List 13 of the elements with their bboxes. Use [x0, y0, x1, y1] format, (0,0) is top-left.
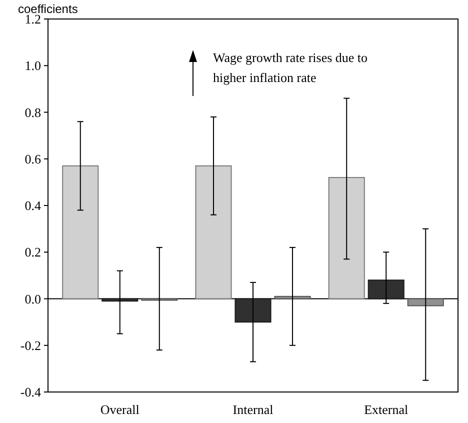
y-tick-label: 0.2: [24, 244, 41, 260]
y-tick-label: 1.0: [24, 58, 41, 74]
y-tick-label: 0.6: [24, 151, 42, 166]
y-tick-label: 0.0: [24, 291, 41, 306]
x-tick-label: External: [364, 402, 409, 417]
x-tick-label: Overall: [100, 402, 140, 417]
y-tick-label: 0.8: [24, 104, 41, 120]
y-tick-label: 0.4: [24, 198, 42, 214]
y-axis-title: coefficients: [18, 2, 78, 16]
y-tick-label: -0.2: [20, 338, 41, 353]
x-tick-label: Internal: [232, 402, 274, 417]
y-tick-label: -0.4: [20, 384, 42, 400]
annotation: Wage growth rate rises due to higher inflation rate: [213, 50, 368, 85]
